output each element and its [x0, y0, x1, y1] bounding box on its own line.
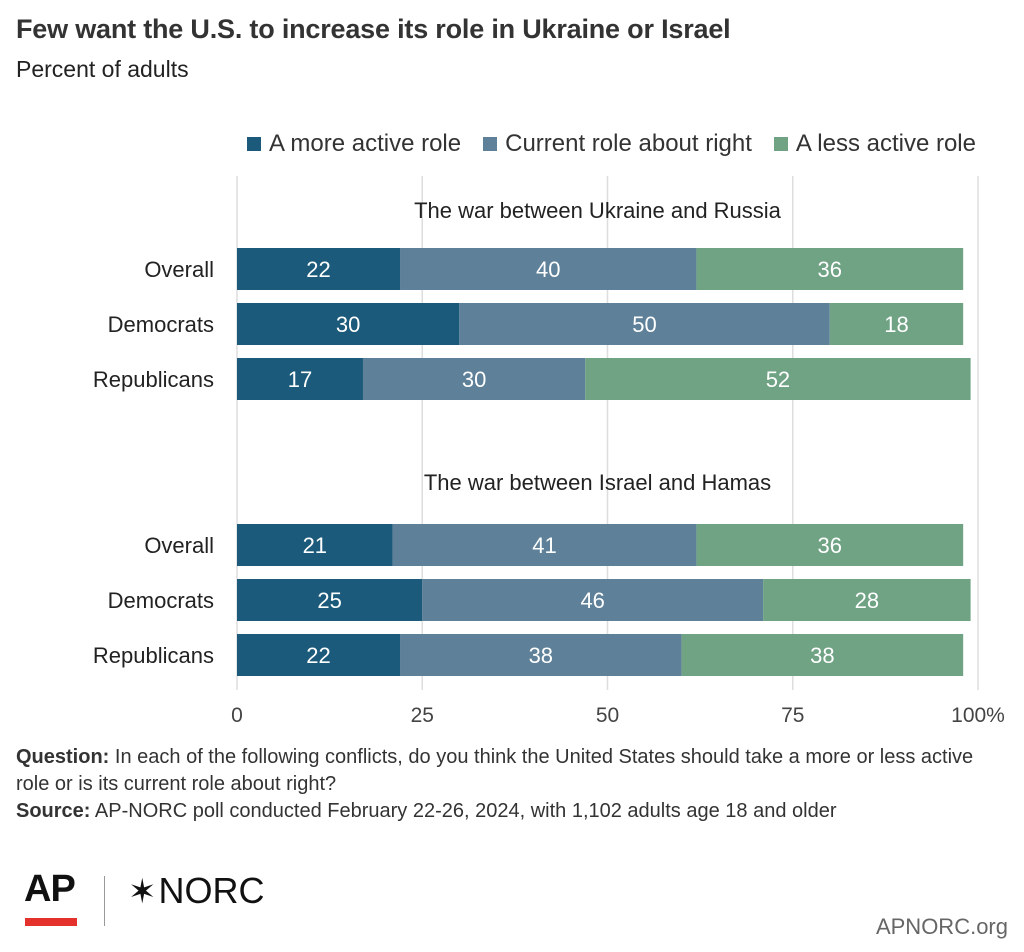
chart-notes: Question: In each of the following confl…: [16, 744, 1006, 825]
data-label: 36: [818, 533, 842, 558]
bar-segment: [237, 524, 393, 566]
category-label: Democrats: [108, 312, 214, 337]
bar-segment: [459, 303, 830, 345]
legend-swatch: [483, 137, 498, 151]
legend-item-current-role: Current role about right: [483, 130, 752, 158]
bar-segment: [763, 579, 971, 621]
question-text: In each of the following conflicts, do y…: [16, 746, 974, 795]
ap-logo: AP: [24, 868, 76, 910]
data-label: 25: [317, 588, 341, 613]
question-label: Question:: [16, 746, 110, 768]
data-label: 22: [306, 257, 330, 282]
data-label: 38: [529, 643, 553, 668]
panel-title: The war between Israel and Hamas: [424, 470, 771, 495]
data-label: 50: [632, 312, 656, 337]
category-label: Republicans: [93, 643, 214, 668]
legend-swatch: [773, 137, 788, 151]
data-label: 30: [336, 312, 360, 337]
data-label: 52: [766, 367, 790, 392]
legend-label: A more active role: [269, 130, 462, 157]
ap-logo-underline: [25, 918, 77, 926]
data-label: 38: [810, 643, 834, 668]
data-label: 40: [536, 257, 560, 282]
source-note: Source: AP-NORC poll conducted February …: [16, 798, 1006, 825]
norc-logo: ✶NORC: [128, 870, 265, 912]
bar-segment: [237, 358, 363, 400]
x-tick-label: 75: [781, 704, 804, 727]
legend-label: A less active role: [795, 130, 976, 157]
bar-segment: [400, 634, 682, 676]
data-label: 17: [288, 367, 312, 392]
bar-segment: [829, 303, 964, 345]
chart-title: Few want the U.S. to increase its role i…: [16, 14, 731, 44]
legend-item-more-active: A more active role: [247, 130, 461, 158]
site-url[interactable]: APNORC.org: [875, 914, 1008, 939]
bar-segment: [362, 358, 586, 400]
bar-segment: [237, 579, 423, 621]
bar-segment: [696, 248, 964, 290]
legend: A more active role Current role about ri…: [247, 130, 976, 158]
bar-segment: [681, 634, 964, 676]
data-label: 41: [532, 533, 556, 558]
bar-segment: [237, 634, 401, 676]
data-label: 22: [306, 643, 330, 668]
legend-swatch: [247, 137, 262, 151]
x-tick-label: 0: [231, 704, 243, 727]
category-label: Overall: [144, 533, 214, 558]
source-label: Source:: [16, 800, 91, 822]
x-tick-label: 50: [596, 704, 619, 727]
legend-item-less-active: A less active role: [773, 130, 976, 158]
data-label: 36: [818, 257, 842, 282]
bar-segment: [585, 358, 971, 400]
bar-segment: [696, 524, 964, 566]
norc-logo-text: NORC: [158, 870, 265, 911]
logo-divider: [104, 876, 105, 926]
question-note: Question: In each of the following confl…: [16, 744, 1006, 798]
chart-subtitle: Percent of adults: [16, 56, 189, 82]
stacked-bar-chart: The war between Ukraine and Russia Overal…: [93, 176, 1005, 727]
norc-star-icon: ✶: [128, 873, 157, 911]
bar-segment: [400, 248, 697, 290]
category-label: Overall: [144, 257, 214, 282]
bar-segment: [422, 579, 764, 621]
category-label: Democrats: [108, 588, 214, 613]
bar-segment: [237, 303, 460, 345]
panel-title: The war between Ukraine and Russia: [414, 198, 782, 223]
data-label: 46: [580, 588, 604, 613]
x-tick-label: 100%: [951, 704, 1005, 727]
source-text: AP-NORC poll conducted February 22-26, 2…: [94, 800, 837, 822]
category-label: Republicans: [93, 367, 214, 392]
data-label: 28: [855, 588, 879, 613]
data-label: 21: [303, 533, 327, 558]
legend-label: Current role about right: [505, 130, 752, 157]
x-tick-label: 25: [411, 704, 434, 727]
bar-segment: [392, 524, 697, 566]
data-label: 30: [462, 367, 486, 392]
data-label: 18: [884, 312, 908, 337]
bar-segment: [237, 248, 401, 290]
